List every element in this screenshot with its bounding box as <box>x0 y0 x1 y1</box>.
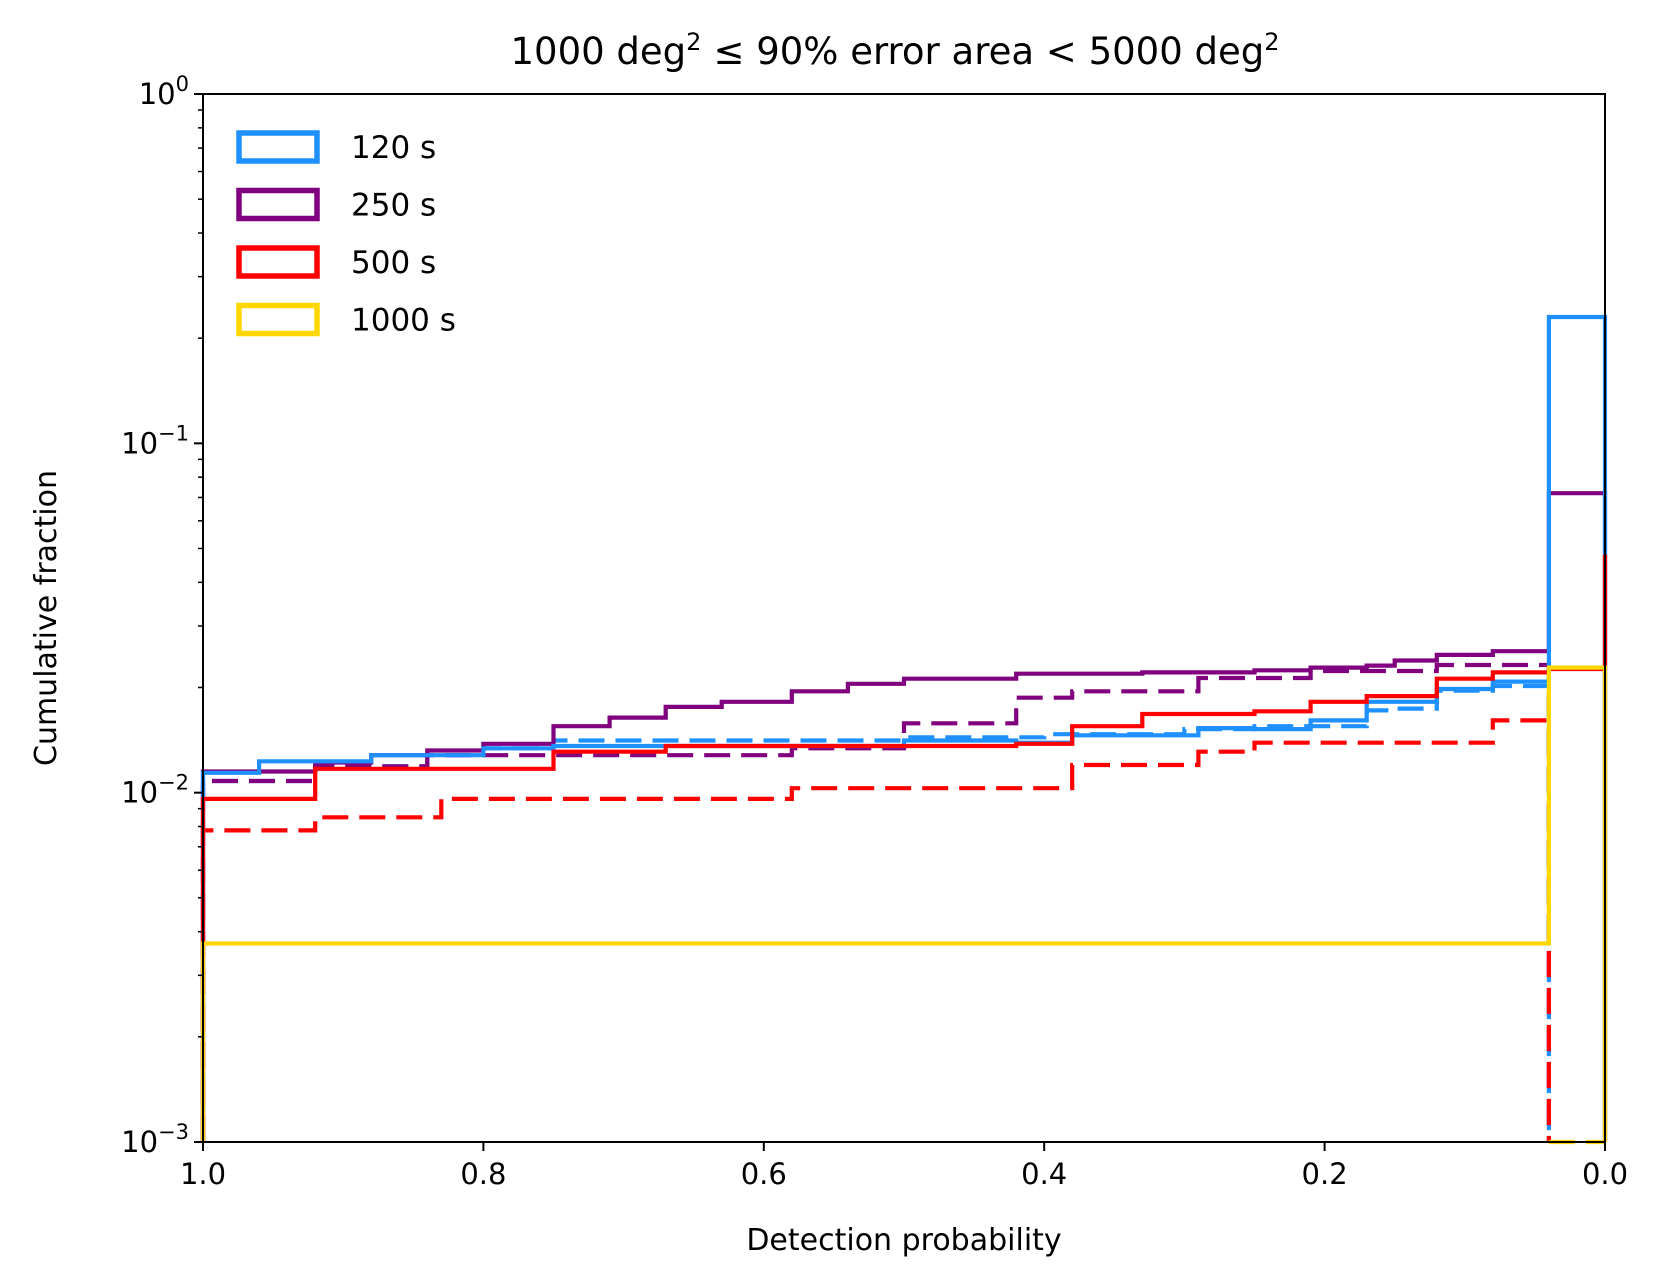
legend-label-120-s: 120 s <box>351 130 436 166</box>
series-250-s-line <box>200 491 1608 1142</box>
tick-layer: 1.0 0.8 0.6 0.4 0.2 0.0 100 10−1 10−2 10−3 <box>121 72 1628 1191</box>
title-part-2: ≤ 90% error area < 5000 deg <box>713 30 1264 73</box>
legend-swatch-1000-s <box>236 302 320 337</box>
chart-title: 1000 deg2 ≤ 90% error area < 5000 deg2 <box>510 28 1279 73</box>
legend-swatch-120-s <box>236 130 320 164</box>
title-sup-2: 2 <box>1264 28 1279 56</box>
y-tick-label: 10−1 <box>121 421 189 460</box>
legend-label-500-s: 500 s <box>351 245 436 281</box>
x-tick-label: 0.0 <box>1582 1157 1628 1191</box>
title-part-1: 1000 deg <box>510 30 686 73</box>
legend: 120 s 250 s 500 s 1000 s <box>236 130 456 339</box>
y-axis-label: Cumulative fraction <box>29 470 64 766</box>
legend-label-250-s: 250 s <box>351 188 436 224</box>
legend-label-1000-s: 1000 s <box>351 303 456 339</box>
y-tick-label: 10−3 <box>121 1120 189 1159</box>
legend-swatch-250-s <box>236 187 320 222</box>
legend-swatch-500-s <box>236 245 320 279</box>
x-tick-label: 0.2 <box>1302 1157 1348 1191</box>
y-tick-label: 10−2 <box>121 771 189 810</box>
x-tick-label: 1.0 <box>180 1157 226 1191</box>
x-tick-label: 0.6 <box>741 1157 787 1191</box>
x-tick-label: 0.8 <box>460 1157 506 1191</box>
series-500-s-line <box>200 554 1608 1142</box>
plot-frame <box>202 93 1606 1143</box>
y-tick-label: 100 <box>139 72 189 111</box>
series-500-s-dashed--line <box>200 718 1551 1142</box>
x-axis-label: Detection probability <box>746 1223 1061 1258</box>
x-tick-label: 0.4 <box>1021 1157 1067 1191</box>
title-sup-1: 2 <box>686 28 701 56</box>
